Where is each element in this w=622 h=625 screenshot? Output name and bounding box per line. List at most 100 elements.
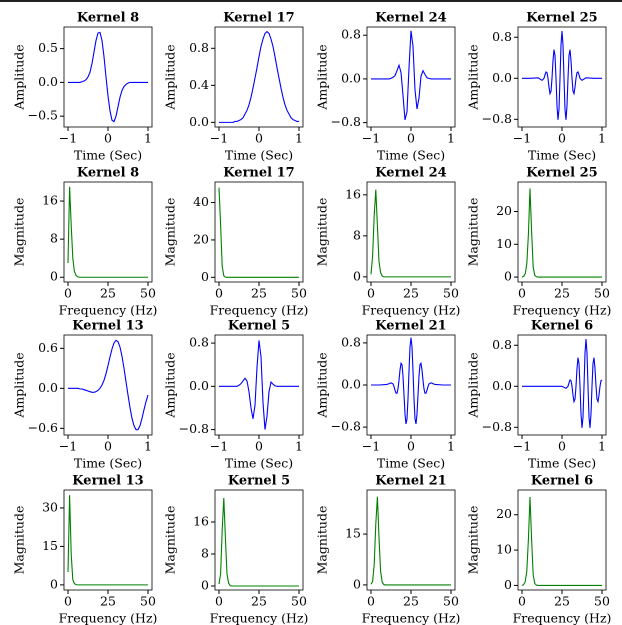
y-tick-label: 16 (193, 514, 209, 529)
y-axis-label: Amplitude (163, 352, 178, 418)
x-tick-label: −1 (513, 439, 531, 454)
y-axis-label: Amplitude (466, 352, 481, 418)
waveform-line (522, 31, 602, 120)
y-tick-label: −0.6 (28, 420, 58, 435)
waveform-line (218, 187, 299, 278)
y-tick-label: 10 (496, 542, 512, 557)
y-axis-label: Magnitude (315, 198, 330, 267)
x-axis-label: Time (Sec) (528, 456, 596, 471)
y-tick-label: 20 (496, 203, 512, 218)
waveform-line (219, 340, 299, 430)
axes-frame (214, 334, 304, 436)
x-tick-label: 25 (554, 286, 570, 301)
x-axis-label: Frequency (Hz) (210, 611, 309, 625)
y-tick-label: 8 (353, 227, 361, 242)
axes-frame (366, 334, 456, 436)
y-tick-label: 0.0 (38, 380, 58, 395)
subplot-title: Kernel 5 (228, 319, 290, 334)
subplot-title: Kernel 17 (223, 166, 294, 181)
x-tick-label: 0 (104, 131, 112, 146)
x-axis-label: Time (Sec) (225, 148, 293, 163)
axes-frame (63, 334, 153, 436)
x-axis-label: Time (Sec) (74, 148, 142, 163)
y-tick-label: 0.0 (341, 70, 361, 85)
subplot-title: Kernel 25 (526, 166, 597, 181)
y-axis-label: Amplitude (163, 44, 178, 110)
waveform-line (521, 188, 602, 278)
subplot: Kernel 6 −1 0 1 −0.8 0.0 0.8 Time (Sec) Amplitud… (466, 319, 607, 471)
x-axis-label: Frequency (Hz) (362, 611, 461, 625)
x-tick-label: −1 (210, 439, 228, 454)
subplot: Kernel 5 −1 0 1 −0.8 0.0 0.8 Time (Sec) Amplitud… (163, 319, 304, 471)
x-tick-label: 25 (251, 286, 267, 301)
waveform-line (218, 497, 299, 587)
y-tick-label: −0.8 (482, 419, 512, 434)
x-tick-label: 25 (403, 594, 419, 609)
x-tick-label: 1 (447, 439, 455, 454)
y-tick-label: 0 (504, 269, 512, 284)
subplot-title: Kernel 24 (375, 11, 446, 26)
y-axis-label: Amplitude (12, 352, 27, 418)
x-tick-label: 1 (144, 439, 152, 454)
y-tick-label: 15 (345, 526, 361, 541)
x-tick-label: −1 (362, 439, 380, 454)
y-tick-label: 0.6 (38, 340, 58, 355)
y-tick-label: 0 (353, 576, 361, 591)
x-axis-label: Frequency (Hz) (210, 303, 309, 318)
x-tick-label: 0 (407, 439, 415, 454)
y-axis-label: Magnitude (315, 506, 330, 575)
waveform-line (68, 31, 148, 123)
x-axis-label: Time (Sec) (225, 456, 293, 471)
y-tick-label: 0.0 (492, 70, 512, 85)
x-tick-label: 0 (64, 286, 72, 301)
y-tick-label: 0.0 (341, 377, 361, 392)
subplot-title: Kernel 25 (526, 11, 597, 26)
axes-frame (517, 334, 607, 436)
axes-frame (517, 181, 607, 283)
y-tick-label: 0 (201, 269, 209, 284)
y-tick-label: 0.8 (492, 29, 512, 44)
subplot: Kernel 8 −1 0 1 −0.5 0.0 0.5 Time (Sec) Amplitud… (12, 11, 153, 163)
y-tick-label: 16 (42, 193, 58, 208)
y-tick-label: 0 (504, 577, 512, 592)
x-tick-label: 50 (291, 286, 307, 301)
axes-frame (63, 489, 153, 591)
x-tick-label: 0 (558, 131, 566, 146)
x-axis-label: Time (Sec) (377, 456, 445, 471)
x-tick-label: 0 (407, 131, 415, 146)
x-tick-label: 50 (140, 594, 156, 609)
x-axis-label: Frequency (Hz) (362, 303, 461, 318)
y-tick-label: 0 (50, 269, 58, 284)
x-tick-label: −1 (362, 131, 380, 146)
y-tick-label: 20 (193, 231, 209, 246)
waveform-line (219, 30, 299, 123)
subplot-title: Kernel 8 (77, 166, 139, 181)
y-axis-label: Magnitude (12, 198, 27, 267)
axes-frame (517, 489, 607, 591)
subplot-title: Kernel 21 (375, 319, 446, 334)
x-axis-label: Frequency (Hz) (513, 611, 612, 625)
y-axis-label: Magnitude (466, 198, 481, 267)
x-axis-label: Time (Sec) (528, 148, 596, 163)
x-tick-label: −1 (59, 439, 77, 454)
x-tick-label: 50 (443, 286, 459, 301)
subplot: Kernel 21 −1 0 1 −0.8 0.0 0.8 Time (Sec) Amplitu… (315, 319, 456, 471)
x-tick-label: 0 (104, 439, 112, 454)
subplot-title: Kernel 21 (375, 474, 446, 489)
subplot: Kernel 13 −1 0 1 −0.6 0.0 0.6 Time (Sec) Amplitu… (12, 319, 153, 471)
subplot-title: Kernel 13 (72, 474, 143, 489)
subplot: Kernel 17 −1 0 1 0.0 0.4 0.8 Time (Sec) Amplitud… (163, 11, 304, 163)
x-tick-label: 0 (367, 286, 375, 301)
y-axis-label: Amplitude (12, 44, 27, 110)
waveform-line (521, 497, 602, 586)
y-tick-label: 0.0 (189, 114, 209, 129)
x-axis-label: Frequency (Hz) (513, 303, 612, 318)
y-tick-label: 15 (42, 538, 58, 553)
y-axis-label: Magnitude (163, 506, 178, 575)
y-tick-label: 0.0 (189, 378, 209, 393)
y-axis-label: Magnitude (466, 506, 481, 575)
x-tick-label: 1 (447, 131, 455, 146)
subplot-title: Kernel 13 (72, 319, 143, 334)
subplot: Kernel 13 0 25 50 0 15 30 Frequency (Hz) Magnitu… (12, 474, 158, 625)
axes-frame (517, 26, 607, 128)
